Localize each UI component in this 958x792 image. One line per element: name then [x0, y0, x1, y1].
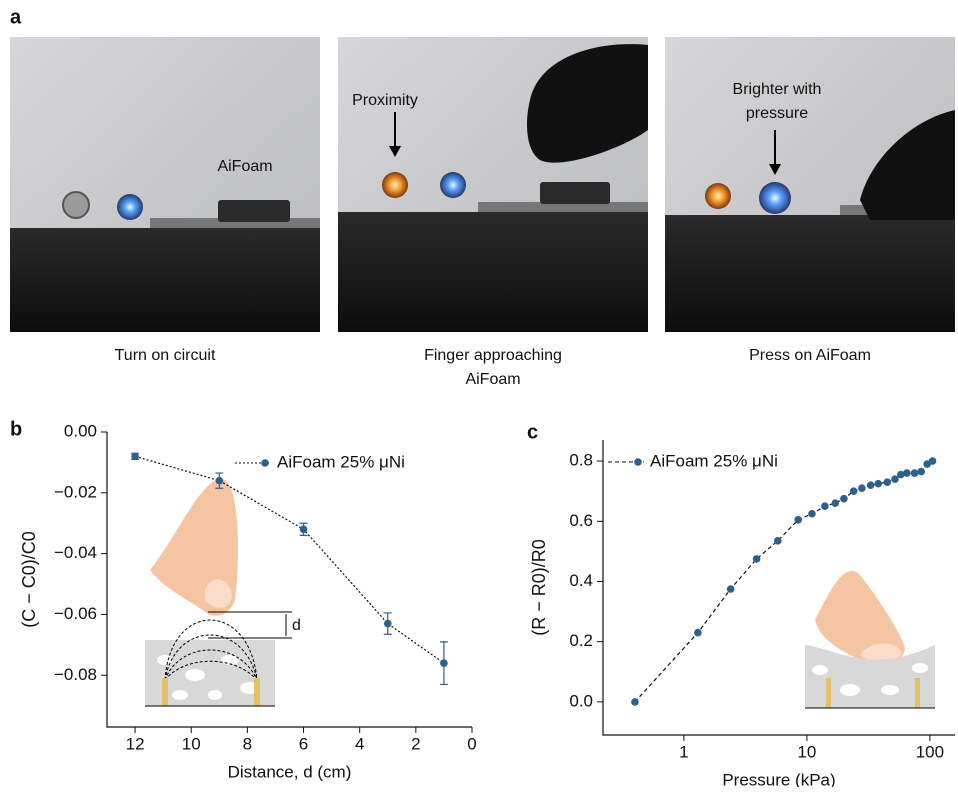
x-axis-label: Distance, d (cm)	[228, 762, 352, 781]
data-point	[440, 659, 448, 667]
y-tick-label: −0.02	[54, 482, 97, 501]
photo-caption: Press on AiFoam	[749, 347, 871, 364]
x-tick-label: 12	[126, 734, 145, 753]
data-point	[874, 480, 882, 488]
photo-annotation: Brighter with	[733, 81, 822, 98]
data-point	[774, 537, 782, 545]
data-point	[694, 629, 702, 637]
x-axis-label: Pressure (kPa)	[722, 770, 835, 787]
y-tick-label: −0.04	[54, 543, 97, 562]
photo-annotation: Proximity	[352, 92, 418, 109]
x-tick-label: 2	[411, 734, 420, 753]
x-tick-label: 8	[243, 734, 252, 753]
y-axis-label: (C − C0)/C0	[19, 531, 39, 628]
legend-label: AiFoam 25% μNi	[650, 451, 778, 470]
legend-marker	[261, 459, 269, 467]
x-tick-label: 10	[182, 734, 201, 753]
inset-diagram	[145, 479, 292, 706]
data-point	[821, 502, 829, 510]
data-point	[831, 499, 839, 507]
data-point	[384, 620, 392, 628]
data-point	[929, 457, 937, 465]
data-point	[300, 526, 308, 534]
data-point	[753, 555, 761, 563]
y-axis-label: (R − R0)/R0	[529, 539, 549, 636]
y-tick-label: −0.06	[54, 604, 97, 623]
legend-label: AiFoam 25% μNi	[277, 452, 405, 471]
data-point	[808, 510, 816, 518]
y-tick-label: 0.6	[569, 511, 593, 530]
panel-label: a	[10, 6, 22, 28]
x-tick-label: 10	[797, 742, 816, 761]
data-point	[903, 469, 911, 477]
x-tick-label: 1	[679, 742, 688, 761]
data-point	[850, 487, 858, 495]
data-point	[911, 469, 919, 477]
data-point	[727, 585, 735, 593]
y-tick-label: 0.0	[569, 691, 593, 710]
y-tick-label: 0.2	[569, 631, 593, 650]
photo-caption: Finger approaching	[424, 347, 562, 364]
data-point	[794, 516, 802, 524]
figure: a b c	[0, 0, 958, 787]
x-tick-label: 0	[467, 734, 476, 753]
x-tick-label: 4	[355, 734, 364, 753]
y-tick-label: −0.08	[54, 665, 97, 684]
photo	[338, 37, 648, 332]
x-tick-label: 100	[916, 742, 944, 761]
photo-annotation: AiFoam	[217, 158, 272, 175]
x-tick-label: 6	[299, 734, 308, 753]
data-point	[917, 468, 925, 476]
data-point	[858, 484, 866, 492]
inset-label: d	[292, 617, 301, 634]
data-point	[867, 481, 875, 489]
data-point	[631, 698, 639, 706]
panel-label: c	[527, 421, 538, 443]
data-point	[883, 478, 891, 486]
data-point	[840, 495, 848, 503]
panel-label: b	[10, 418, 22, 440]
y-tick-label: 0.8	[569, 451, 593, 470]
y-tick-label: 0.00	[64, 421, 97, 440]
photo-caption: Turn on circuit	[115, 347, 216, 364]
inset-diagram	[805, 571, 935, 708]
data-point	[131, 453, 139, 461]
photo-caption: AiFoam	[465, 371, 520, 388]
photo-annotation: pressure	[746, 105, 808, 122]
legend-marker	[634, 458, 642, 466]
y-tick-label: 0.4	[569, 571, 593, 590]
data-point	[216, 477, 224, 485]
photo	[10, 37, 320, 332]
